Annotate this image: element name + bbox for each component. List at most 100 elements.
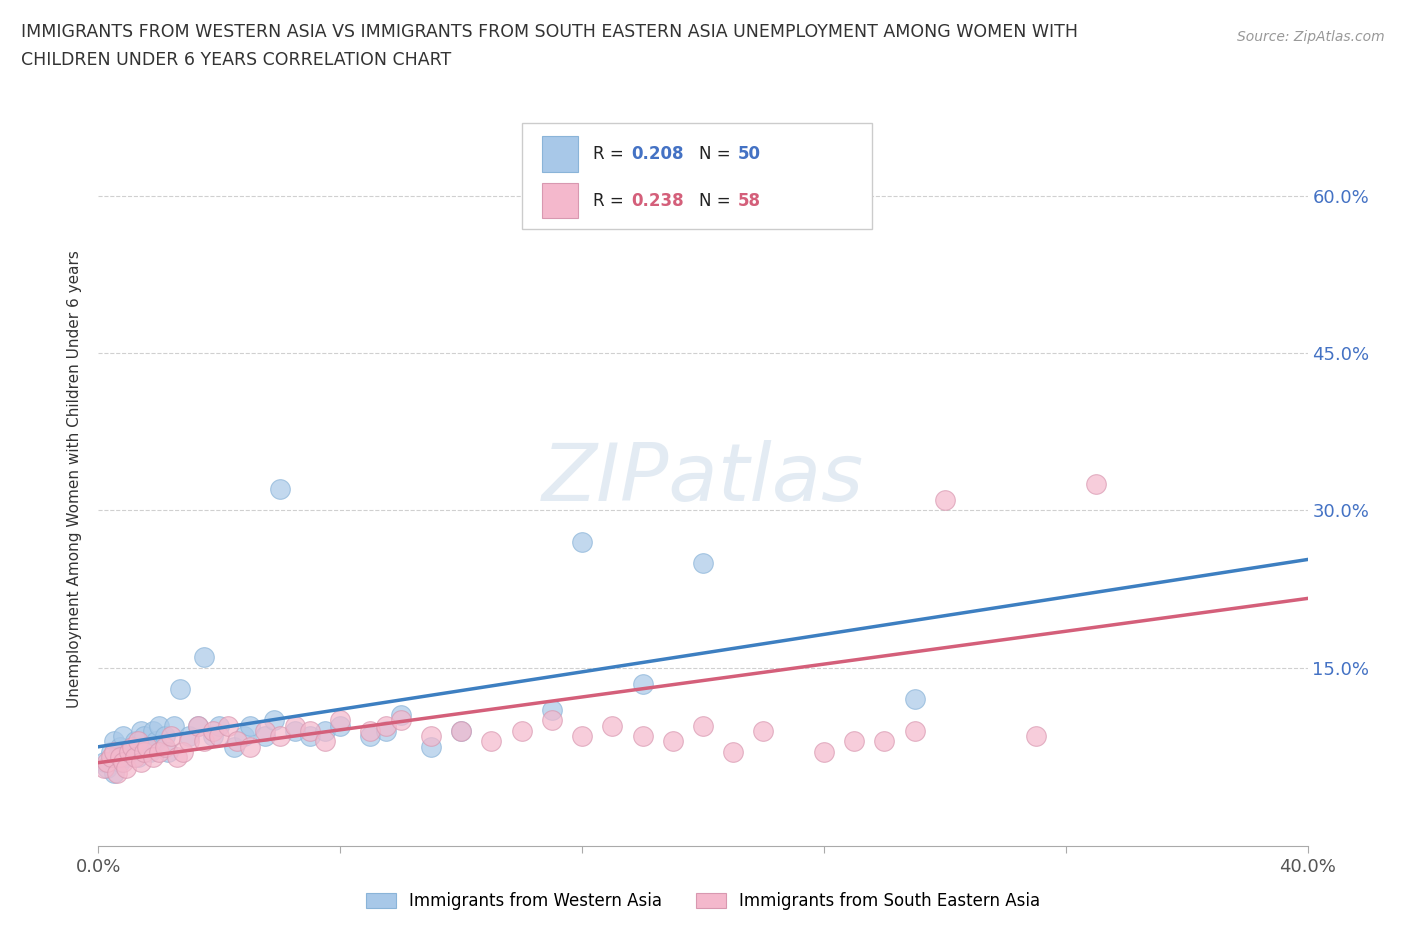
Point: [752, 724, 775, 738]
Point: [121, 739, 143, 754]
Point: [160, 729, 183, 744]
Point: [103, 744, 125, 759]
Point: [114, 760, 136, 775]
Point: [135, 739, 157, 754]
Text: 50: 50: [738, 145, 761, 163]
Point: [253, 724, 276, 738]
Text: 0.238: 0.238: [631, 192, 685, 209]
Point: [111, 729, 134, 744]
Point: [129, 755, 152, 770]
Point: [217, 718, 239, 733]
Point: [904, 692, 927, 707]
Point: [118, 744, 141, 759]
Point: [132, 744, 155, 759]
Point: [187, 718, 209, 733]
Point: [153, 739, 176, 754]
Point: [510, 724, 533, 738]
Point: [129, 724, 152, 738]
Point: [314, 724, 336, 738]
Point: [299, 729, 322, 744]
Text: R =: R =: [593, 145, 628, 163]
Point: [148, 718, 170, 733]
Point: [96, 755, 118, 770]
Text: N =: N =: [699, 192, 737, 209]
Point: [135, 739, 157, 754]
Point: [105, 765, 128, 780]
Point: [360, 724, 382, 738]
Point: [934, 493, 956, 508]
Point: [239, 718, 262, 733]
Point: [904, 724, 927, 738]
Point: [169, 682, 191, 697]
Legend: Immigrants from Western Asia, Immigrants from South Eastern Asia: Immigrants from Western Asia, Immigrants…: [360, 885, 1046, 917]
Point: [450, 724, 472, 738]
Point: [166, 750, 188, 764]
FancyBboxPatch shape: [522, 123, 872, 229]
Point: [193, 734, 215, 749]
Point: [93, 755, 115, 770]
Point: [571, 729, 593, 744]
Point: [253, 729, 276, 744]
Point: [631, 729, 654, 744]
Point: [540, 702, 562, 717]
Point: [179, 729, 201, 744]
Point: [208, 718, 231, 733]
Point: [127, 750, 149, 764]
Point: [571, 535, 593, 550]
Point: [153, 729, 176, 744]
Point: [226, 734, 249, 749]
Point: [193, 650, 215, 665]
Point: [156, 744, 179, 759]
Point: [661, 734, 683, 749]
Point: [284, 724, 307, 738]
Point: [103, 734, 125, 749]
Point: [103, 765, 125, 780]
Text: 58: 58: [738, 192, 761, 209]
Point: [481, 734, 503, 749]
Text: CHILDREN UNDER 6 YEARS CORRELATION CHART: CHILDREN UNDER 6 YEARS CORRELATION CHART: [21, 51, 451, 69]
Point: [105, 750, 128, 764]
Point: [389, 713, 412, 728]
Point: [202, 724, 225, 738]
Point: [96, 760, 118, 775]
Point: [124, 750, 146, 764]
Point: [108, 750, 131, 764]
Point: [239, 739, 262, 754]
Text: 0.208: 0.208: [631, 145, 685, 163]
Point: [142, 724, 165, 738]
Point: [631, 676, 654, 691]
Point: [224, 739, 246, 754]
Text: R =: R =: [593, 192, 628, 209]
Y-axis label: Unemployment Among Women with Children Under 6 years: Unemployment Among Women with Children U…: [67, 250, 83, 708]
Point: [602, 718, 624, 733]
Point: [360, 729, 382, 744]
Point: [269, 482, 291, 497]
Point: [108, 755, 131, 770]
Text: N =: N =: [699, 145, 737, 163]
Point: [329, 713, 352, 728]
Point: [142, 750, 165, 764]
Point: [420, 739, 443, 754]
Point: [1024, 729, 1046, 744]
Point: [232, 729, 254, 744]
Point: [100, 744, 122, 759]
Point: [1085, 477, 1108, 492]
Point: [329, 718, 352, 733]
Point: [139, 744, 162, 759]
Point: [114, 750, 136, 764]
Point: [163, 718, 186, 733]
Point: [692, 555, 714, 570]
Point: [208, 729, 231, 744]
Point: [127, 734, 149, 749]
Point: [202, 729, 225, 744]
Text: ZIPatlas: ZIPatlas: [541, 440, 865, 518]
Point: [873, 734, 896, 749]
Point: [723, 744, 745, 759]
Point: [148, 744, 170, 759]
Point: [374, 718, 396, 733]
Point: [540, 713, 562, 728]
Point: [118, 744, 141, 759]
Point: [93, 760, 115, 775]
Point: [813, 744, 835, 759]
Point: [121, 739, 143, 754]
